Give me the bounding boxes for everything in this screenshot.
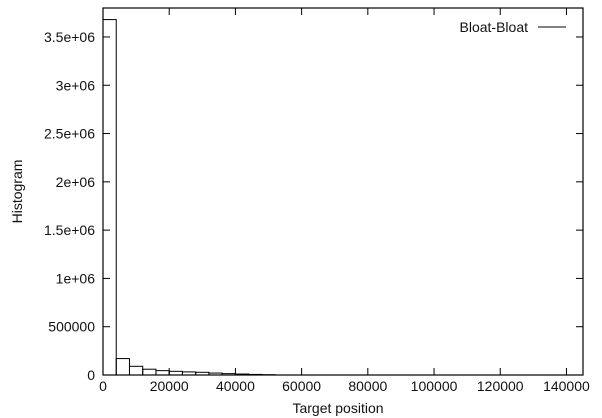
x-tick-label: 80000 bbox=[348, 378, 387, 394]
x-tick-label: 140000 bbox=[543, 378, 590, 394]
y-tick-label: 0 bbox=[87, 367, 95, 383]
histogram-bar bbox=[115, 358, 130, 376]
y-tick-label: 500000 bbox=[48, 319, 95, 335]
histogram-bar bbox=[155, 370, 170, 376]
histogram-bar bbox=[102, 19, 117, 376]
x-tick-label: 40000 bbox=[216, 378, 255, 394]
bars-group bbox=[102, 19, 276, 376]
x-tick-label: 60000 bbox=[282, 378, 321, 394]
x-tick-label: 120000 bbox=[477, 378, 524, 394]
y-tick-label: 1e+06 bbox=[56, 270, 96, 286]
x-tick-label: 0 bbox=[99, 378, 107, 394]
legend: Bloat-Bloat bbox=[460, 19, 566, 35]
ticks-group: 0 20000 40000 60000 80000 100000 120000 140000 0… bbox=[44, 8, 590, 394]
histogram-bar bbox=[142, 368, 157, 376]
x-tick-label: 100000 bbox=[411, 378, 458, 394]
x-tick-label: 20000 bbox=[150, 378, 189, 394]
y-tick-label: 2e+06 bbox=[56, 174, 96, 190]
legend-label: Bloat-Bloat bbox=[460, 19, 529, 35]
y-tick-label: 1.5e+06 bbox=[44, 222, 95, 238]
plot-frame bbox=[102, 7, 584, 376]
histogram-bar bbox=[128, 365, 144, 376]
y-tick-label: 2.5e+06 bbox=[44, 126, 95, 142]
x-axis-title: Target position bbox=[292, 400, 383, 416]
y-axis-title: Histogram bbox=[9, 160, 25, 224]
y-tick-label: 3.5e+06 bbox=[44, 29, 95, 45]
y-tick-label: 3e+06 bbox=[56, 77, 96, 93]
